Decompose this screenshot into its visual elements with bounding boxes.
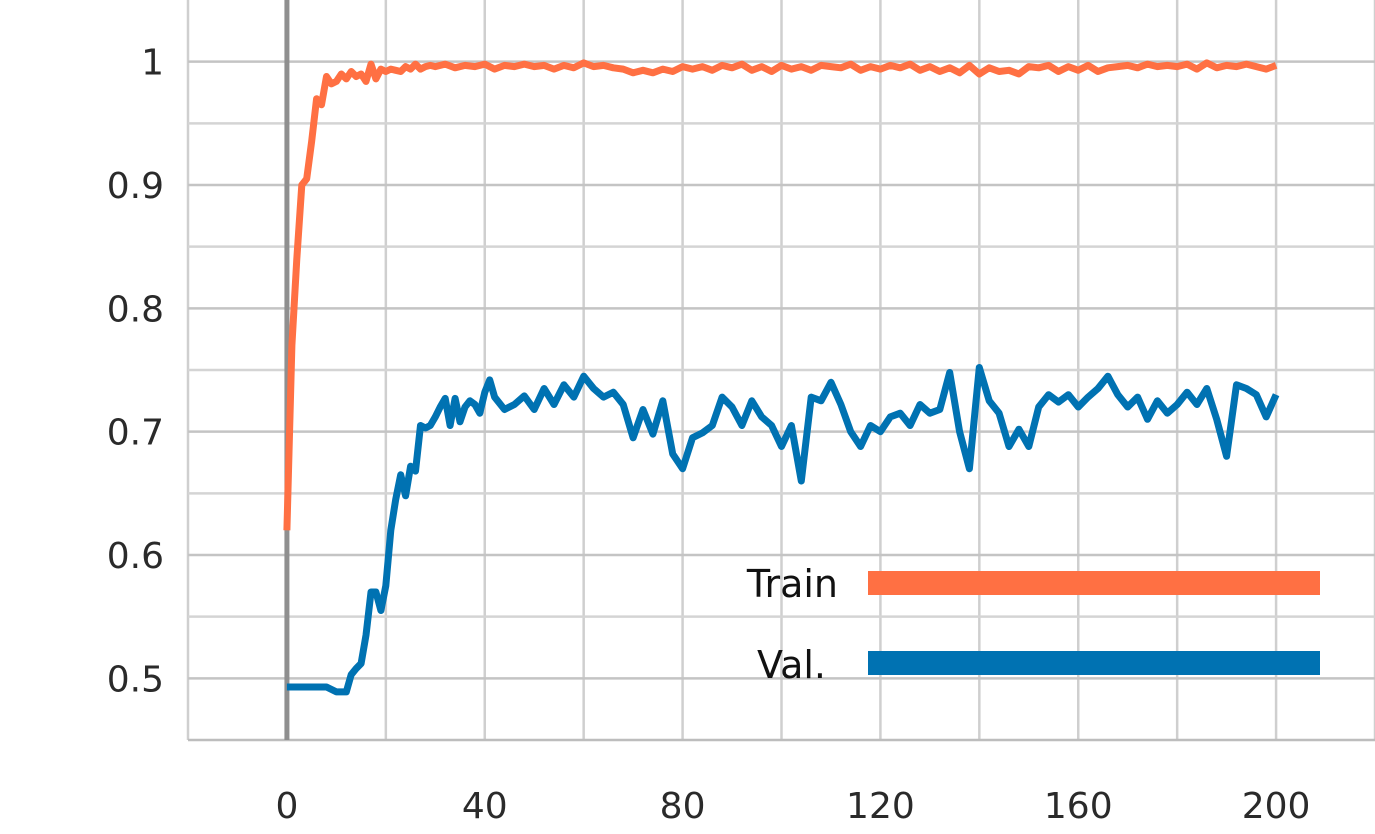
x-tick-label: 160 bbox=[1044, 786, 1113, 827]
x-tick-label: 120 bbox=[846, 786, 915, 827]
series-layer bbox=[283, 59, 1280, 696]
y-tick-label: 0.8 bbox=[107, 289, 164, 330]
legend-swatch-val bbox=[868, 651, 1320, 675]
x-tick-label: 200 bbox=[1242, 786, 1311, 827]
y-tick-label: 0.5 bbox=[107, 659, 164, 700]
series-line-val bbox=[286, 364, 1280, 696]
legend-label-train: Train bbox=[746, 562, 838, 606]
x-tick-label: 40 bbox=[462, 786, 508, 827]
y-tick-label: 0.6 bbox=[107, 536, 164, 577]
legend-label-val: Val. bbox=[757, 643, 826, 687]
legend-swatch-train bbox=[868, 571, 1320, 595]
y-tick-label: 0.9 bbox=[107, 166, 164, 207]
x-tick-label: 80 bbox=[660, 786, 706, 827]
legend: Train Val. bbox=[746, 562, 1320, 687]
axes bbox=[188, 0, 1375, 742]
y-tick-label: 1 bbox=[141, 43, 164, 84]
series-line-train bbox=[283, 59, 1278, 531]
x-tick-label: 0 bbox=[275, 786, 298, 827]
grid bbox=[186, 0, 1375, 740]
tick-labels: 0 40 80 120 160 200 0.5 0.6 0.7 0.8 0.9 1 bbox=[107, 43, 1311, 827]
y-tick-label: 0.7 bbox=[107, 413, 164, 454]
